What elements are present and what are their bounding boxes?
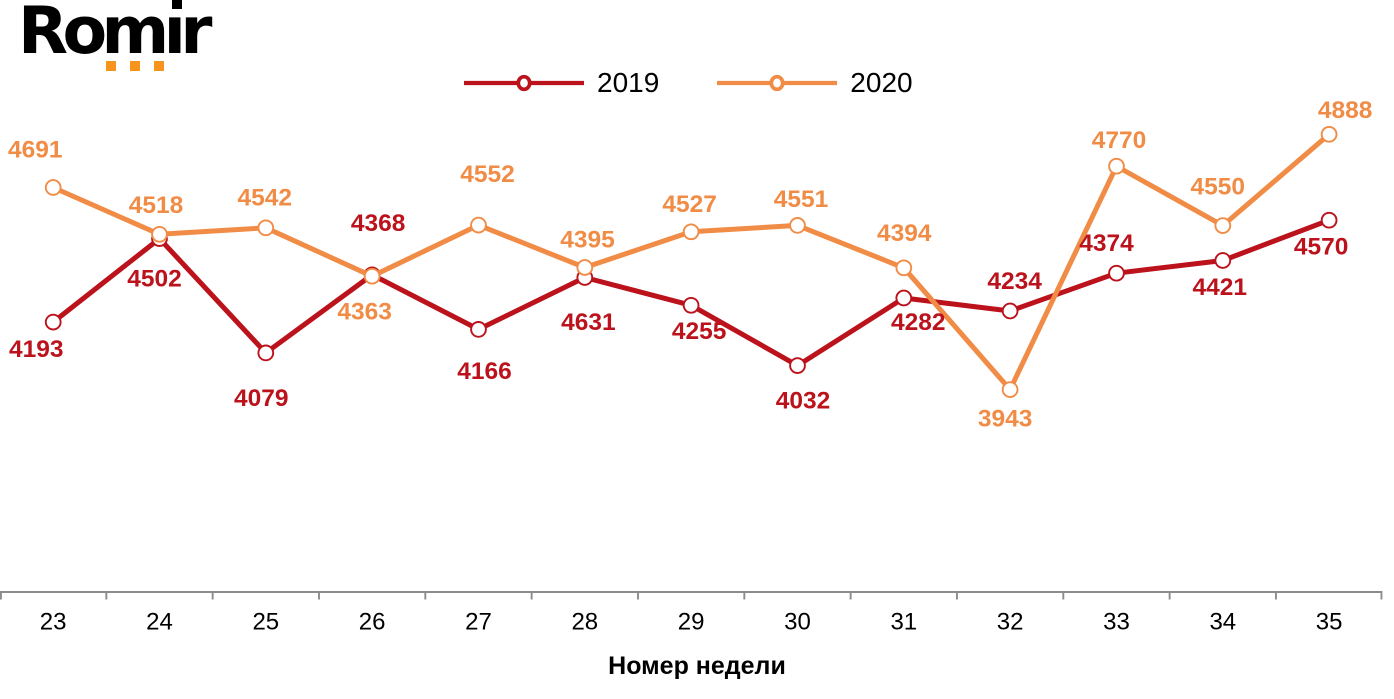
series-2019-data-label: 4032	[776, 387, 831, 414]
x-tick-label: 30	[784, 609, 811, 636]
legend-item-2020: 2020	[716, 66, 913, 100]
legend-item-2019: 2019	[463, 66, 659, 100]
legend-label-2020: 2020	[850, 67, 913, 98]
series-2020-marker	[1108, 157, 1125, 175]
series-2019-data-label: 4631	[561, 309, 616, 336]
series-2020-data-label: 3943	[978, 405, 1033, 432]
series-2020-data-label: 4395	[560, 226, 615, 253]
series-2019-data-label: 4193	[9, 336, 64, 363]
series-2020-marker	[363, 267, 381, 285]
series-2020-data-label: 4551	[774, 186, 829, 213]
series-2019-data-label: 4282	[891, 309, 946, 336]
series-2019-marker	[44, 313, 62, 331]
series-2019-data-label: 4255	[672, 318, 727, 345]
x-tick-label: 35	[1316, 609, 1343, 636]
series-2019-data-label: 4421	[1193, 274, 1248, 301]
chart-legend: 2019 2020	[463, 66, 913, 100]
series-2019-data-label: 4368	[351, 210, 406, 237]
series-2020-line	[50, 131, 1332, 393]
logo-dot	[129, 60, 140, 71]
series-2020-data-label: 4542	[238, 185, 293, 212]
series-2020-data-label: 4550	[1191, 173, 1246, 200]
series-2020-marker	[257, 219, 275, 237]
x-tick-label: 31	[890, 609, 917, 636]
x-tick-label: 34	[1209, 609, 1236, 636]
x-tick-label: 29	[678, 609, 705, 636]
logo-i-dot	[171, 0, 182, 9]
x-tick-label: 28	[571, 609, 598, 636]
series-2019-marker	[1320, 211, 1338, 229]
series-2020-data-label: 4770	[1092, 127, 1147, 154]
x-tick-label: 33	[1103, 609, 1130, 636]
x-tick-label: 23	[40, 609, 67, 636]
series-2020-data-label: 4691	[8, 136, 63, 163]
logo-dot	[106, 60, 116, 71]
legend-swatch-2019	[464, 74, 584, 92]
series-2020-marker	[576, 259, 594, 276]
series-2019-marker	[1214, 252, 1232, 269]
series-2020-data-label: 4888	[1318, 97, 1373, 124]
x-axis-title: Номер недели	[608, 652, 786, 680]
series-2020-marker	[1001, 381, 1019, 398]
romir-logo: Romır	[0, 0, 260, 90]
x-tick-label: 24	[146, 609, 173, 636]
series-2020-data-label: 4552	[460, 161, 515, 188]
series-2020-marker	[1320, 125, 1338, 143]
x-tick-label: 25	[252, 609, 279, 636]
logo-dot	[153, 60, 164, 71]
series-2019-marker	[895, 289, 913, 307]
x-tick-label: 26	[359, 609, 386, 636]
series-2019-data-label: 4374	[1079, 230, 1134, 257]
legend-swatch-2020	[717, 74, 838, 92]
legend-marker	[769, 74, 785, 92]
series-2019-marker	[470, 321, 487, 338]
series-2020-data-label: 4363	[337, 299, 392, 326]
series-2020-marker	[151, 225, 168, 243]
series-2019-marker	[1108, 264, 1125, 282]
x-tick-label: 27	[465, 609, 492, 636]
series-2020-data-label: 4518	[129, 192, 184, 219]
series-2020-data-label: 4527	[662, 191, 717, 218]
romir-logo-dots	[106, 60, 164, 71]
series-2020-marker	[470, 216, 487, 234]
series-2020-marker	[895, 259, 913, 277]
series-2020-marker	[789, 217, 806, 234]
x-tick-label: 32	[997, 609, 1024, 636]
series-2020-data-label: 4394	[877, 220, 932, 247]
series-2020-marker	[682, 223, 700, 241]
series-2019-marker	[257, 344, 275, 362]
series-2019-marker	[789, 357, 806, 374]
romir-logo-text: Romır	[18, 0, 212, 69]
series-2019-data-label: 4166	[457, 358, 512, 385]
series-2020-marker	[1214, 217, 1232, 234]
series-2019-data-label: 4079	[234, 385, 289, 412]
series-2020-marker	[44, 179, 62, 196]
legend-marker	[516, 74, 532, 92]
legend-label-2019: 2019	[597, 67, 660, 98]
series-2019-data-label: 4570	[1294, 234, 1349, 261]
series-2019-data-label: 4234	[987, 268, 1042, 295]
series-2019-data-label: 4502	[127, 265, 182, 292]
series-2019-marker	[682, 296, 700, 314]
series-2019-marker	[1001, 302, 1019, 320]
